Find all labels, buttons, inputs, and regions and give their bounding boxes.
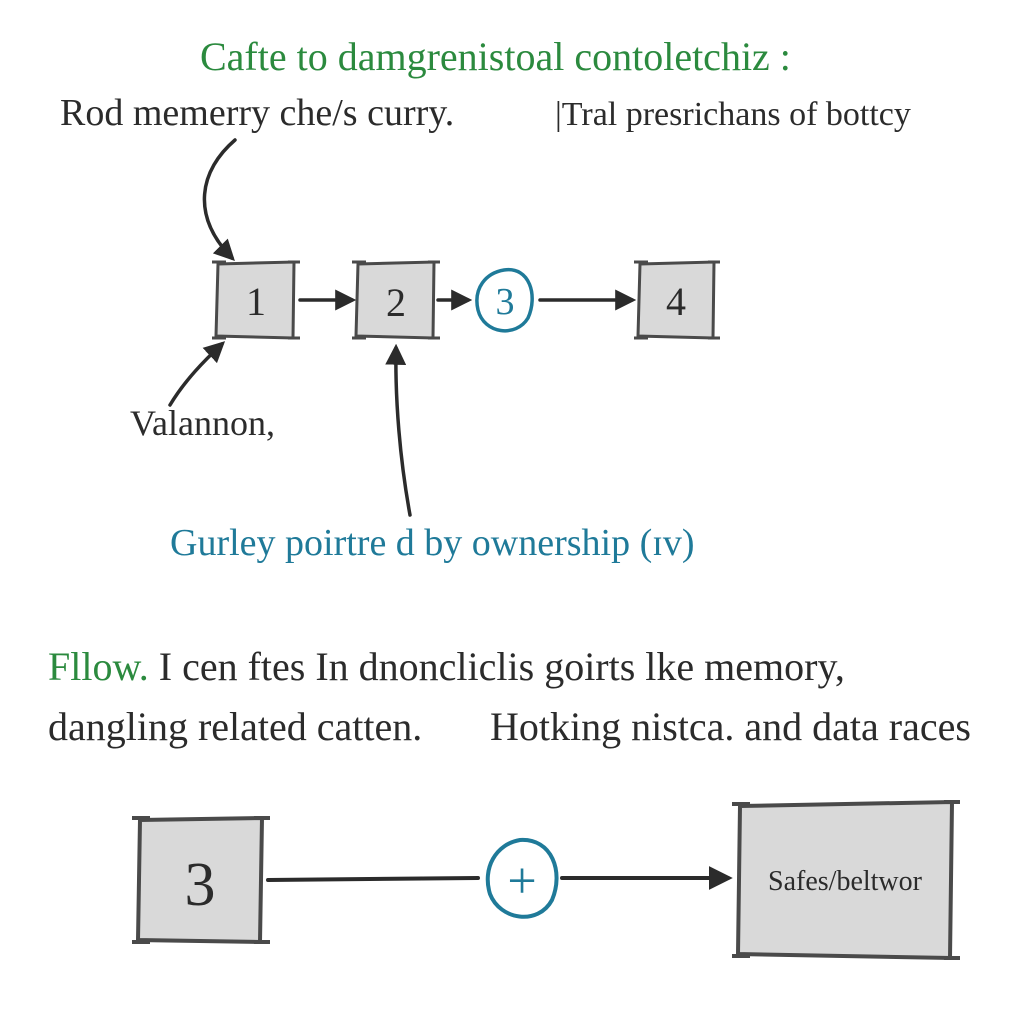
arrow-valannon-to-1: [170, 344, 222, 405]
node-2: 2: [352, 262, 440, 338]
arrow-memerry-to-1: [204, 140, 235, 258]
node-plus-label: +: [507, 853, 536, 910]
bottom-line1-green: Fllow.: [48, 644, 149, 689]
bottom-line1: Fllow. I cen ftes In dnoncliclis goirts …: [48, 644, 845, 689]
node-3-label: 3: [496, 281, 515, 323]
gurley-label: Gurley poirtre d by ownership (ɪv): [170, 522, 695, 564]
node-safe-label: Safes/beltwor: [768, 866, 923, 897]
node-1: 1: [212, 262, 300, 338]
node-plus: +: [488, 840, 557, 917]
node-safe: Safes/beltwor: [732, 802, 960, 958]
valannon-label: Valannon,: [130, 403, 275, 443]
top-line2-left: Rod memerry che/s curry.: [60, 92, 454, 134]
arrow-gurley-to-2: [396, 348, 410, 515]
node-b3-label: 3: [185, 851, 216, 919]
top-line2-right: |Tral presrichans of bottcy: [555, 96, 911, 133]
arrow-b3-plus: [268, 878, 478, 880]
node-4-label: 4: [666, 279, 686, 324]
top-title: Cafte to damgrenistoal contoletchiz :: [200, 34, 791, 79]
node-4: 4: [634, 262, 720, 338]
node-b3: 3: [132, 818, 270, 942]
node-1-label: 1: [246, 279, 266, 324]
bottom-line2b: Hotking nistca. and data races: [490, 704, 971, 749]
node-2-label: 2: [386, 280, 406, 325]
bottom-line1-rest: I cen ftes In dnoncliclis goirts lke mem…: [149, 644, 845, 689]
node-3: 3: [477, 270, 532, 331]
bottom-line2a: dangling related catten.: [48, 704, 422, 749]
